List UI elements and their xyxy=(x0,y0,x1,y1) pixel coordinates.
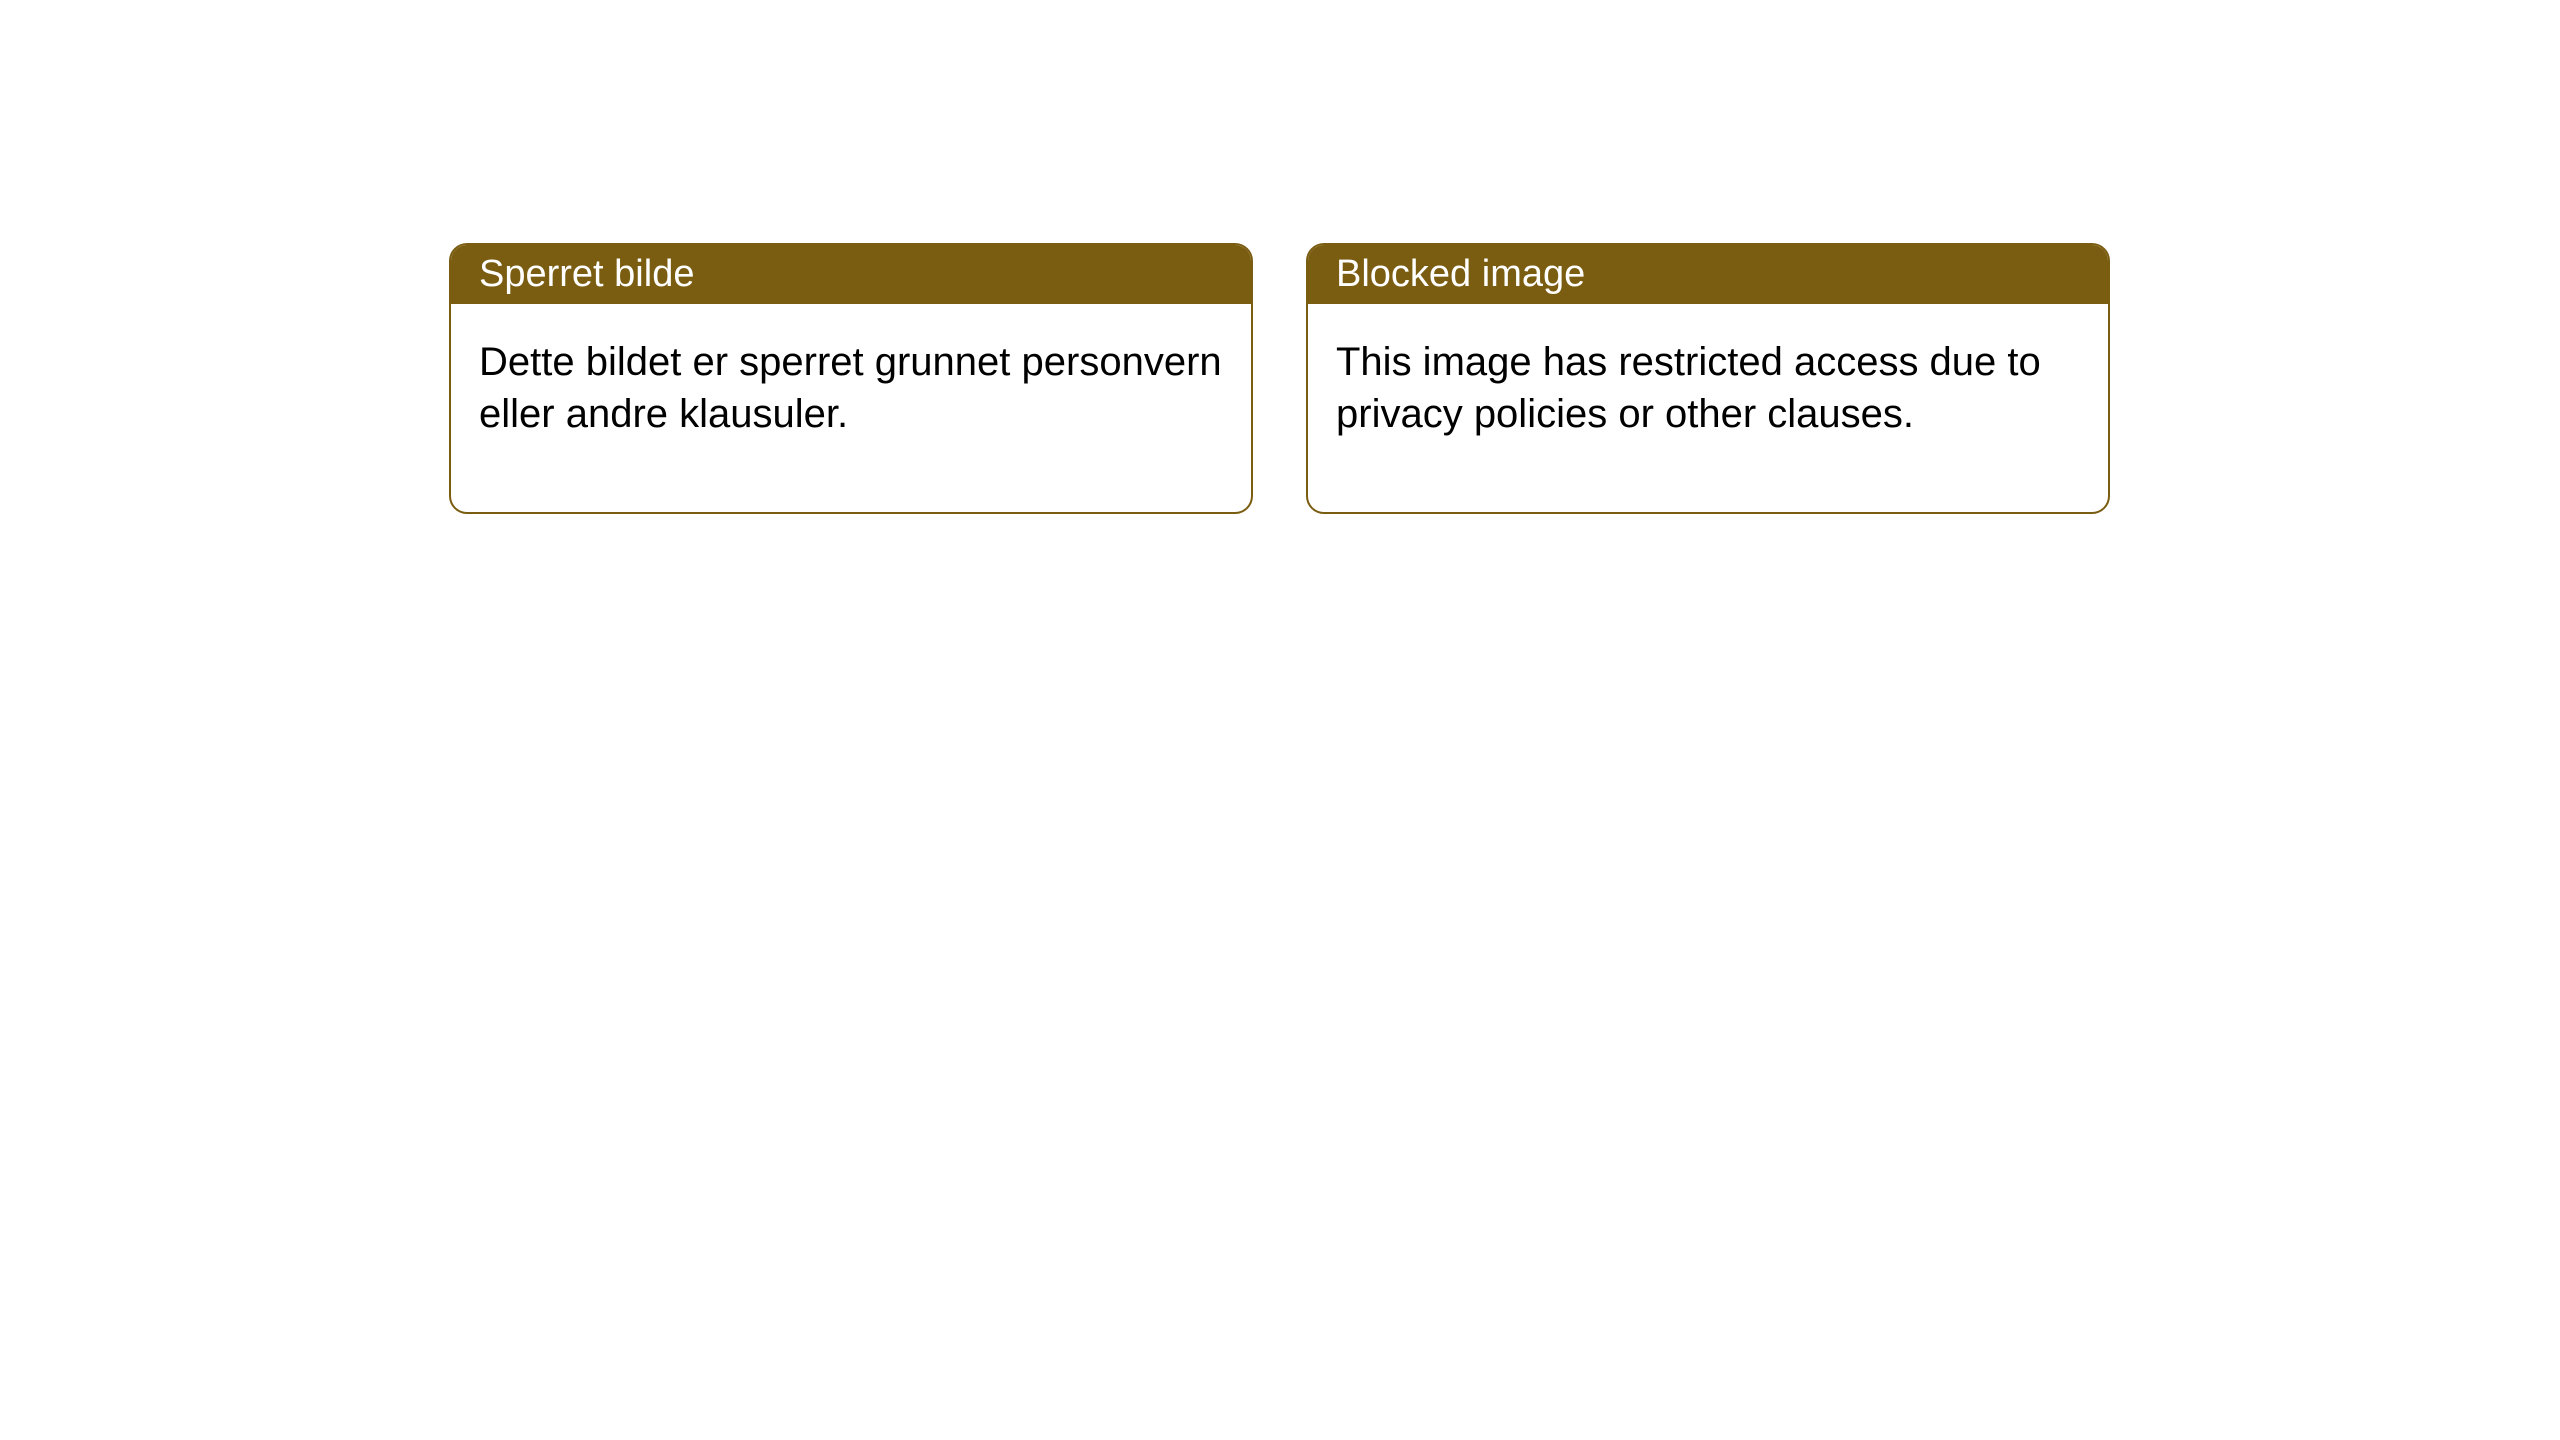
notice-body: Dette bildet er sperret grunnet personve… xyxy=(451,304,1251,512)
notice-container: Sperret bilde Dette bildet er sperret gr… xyxy=(449,243,2110,514)
notice-box-english: Blocked image This image has restricted … xyxy=(1306,243,2110,514)
notice-title: Sperret bilde xyxy=(451,245,1251,304)
notice-title: Blocked image xyxy=(1308,245,2108,304)
notice-body: This image has restricted access due to … xyxy=(1308,304,2108,512)
notice-box-norwegian: Sperret bilde Dette bildet er sperret gr… xyxy=(449,243,1253,514)
